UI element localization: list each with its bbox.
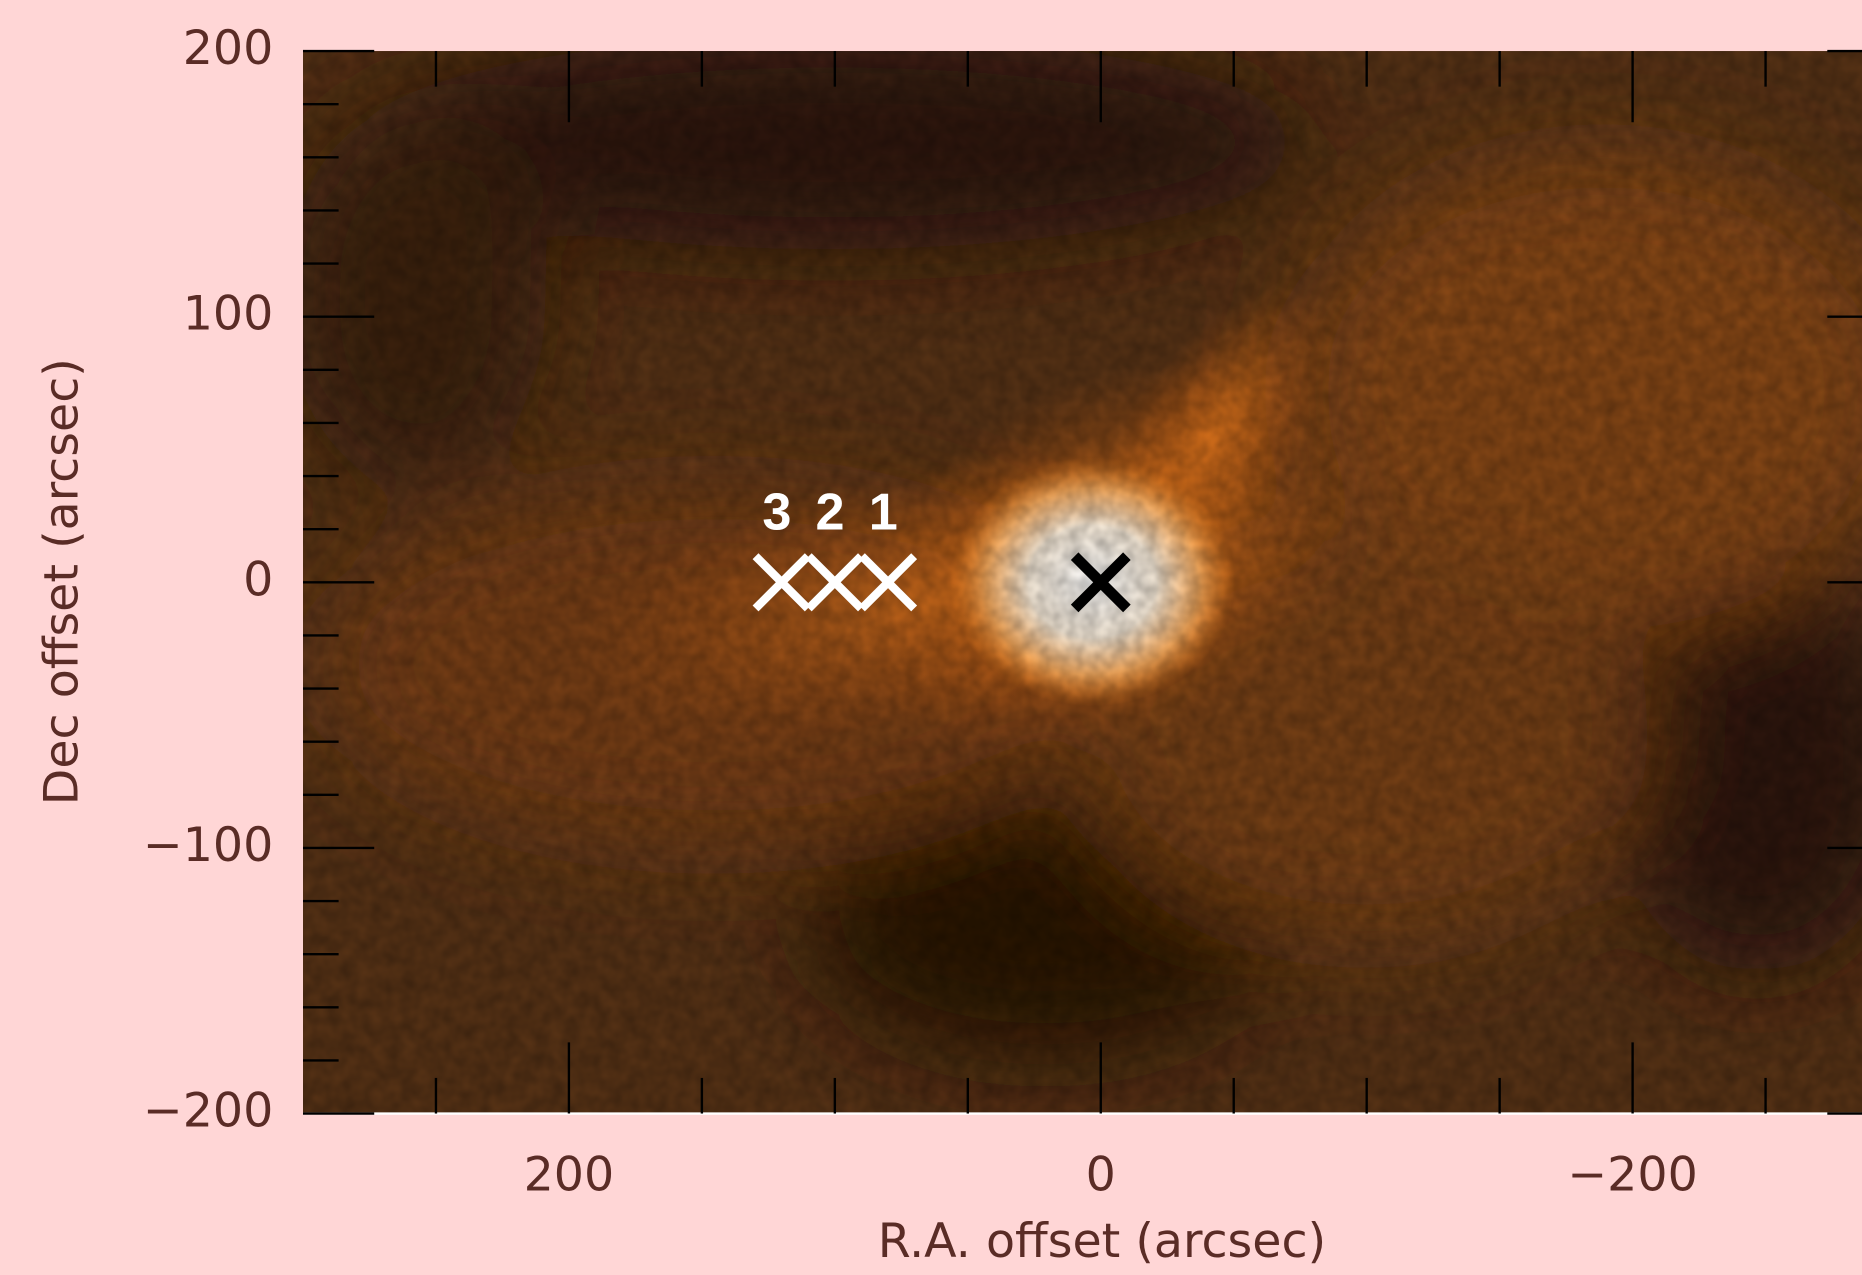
x-tick-label: 0 xyxy=(1086,1148,1116,1203)
x-tick-label: −200 xyxy=(1567,1148,1697,1203)
y-tick-label: 100 xyxy=(183,287,274,342)
y-tick-label: −100 xyxy=(143,818,273,873)
chart: R.A. offset (arcsec) Dec offset (arcsec)… xyxy=(0,0,1862,1275)
point-label: 1 xyxy=(869,484,898,542)
intensity-map xyxy=(285,36,1862,1114)
y-tick-label: 0 xyxy=(243,552,273,607)
y-tick-label: −200 xyxy=(143,1084,273,1139)
x-axis-label: R.A. offset (arcsec) xyxy=(878,1214,1326,1269)
page: R.A. offset (arcsec) Dec offset (arcsec)… xyxy=(0,0,1862,1275)
y-axis-label: Dec offset (arcsec) xyxy=(34,358,89,805)
point-label: 3 xyxy=(762,484,791,542)
y-tick-label: 200 xyxy=(183,21,274,76)
point-label: 2 xyxy=(816,484,845,542)
x-tick-label: 200 xyxy=(524,1148,615,1203)
